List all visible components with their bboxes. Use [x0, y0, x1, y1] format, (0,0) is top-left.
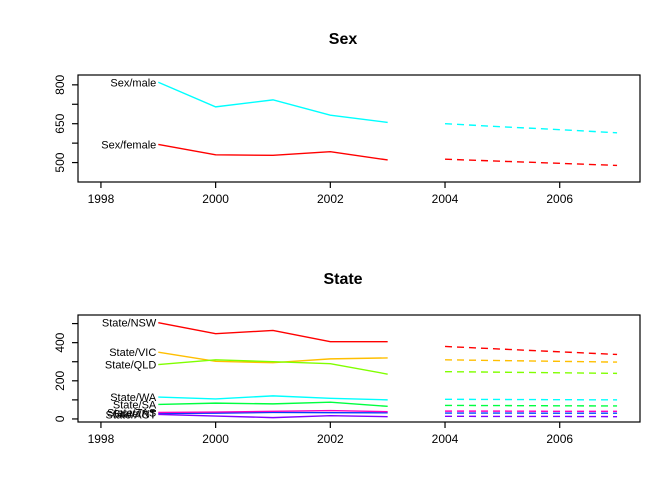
series-label-State/VIC: State/VIC: [109, 347, 156, 359]
series-line-State/ACT: [158, 413, 388, 419]
series-label-State/WA: State/WA: [110, 392, 157, 404]
chart-title-sex: Sex: [328, 31, 358, 48]
panel-sex: Sex 1998 2000 2002 2004 2006 500 650 800 Sex/mal…: [53, 31, 641, 206]
forecast-line-Sex/female: [444, 158, 618, 167]
series-line-State/NT: [158, 411, 388, 415]
y-tick-label: 0: [53, 415, 67, 422]
x-tick-label: 1998: [88, 192, 115, 206]
series-label-State/TAS: State/TAS: [107, 407, 156, 419]
series-label-State/ACT: State/ACT: [106, 409, 157, 421]
y-tick-label: 500: [53, 152, 67, 172]
x-tick-label: 2000: [202, 192, 229, 206]
y-tick-label: 200: [53, 370, 67, 390]
forecast-line-State/WA: [445, 398, 618, 401]
series-label-Sex/female: Sex/female: [101, 139, 156, 151]
forecast-line-State/NSW: [444, 345, 618, 356]
y-tick-label: 400: [53, 332, 67, 352]
x-tick-label: 2002: [317, 432, 344, 446]
y-tick-label: 800: [53, 75, 67, 95]
x-tick-label: 2006: [546, 432, 573, 446]
x-tick-label: 2000: [202, 432, 229, 446]
y-tick-label: 650: [53, 113, 67, 133]
series-line-State/QLD: [158, 359, 388, 375]
series-label-State/NSW: State/NSW: [102, 318, 157, 330]
forecast-line-State/VIC: [445, 359, 618, 363]
series-line-State/WA: [158, 395, 388, 401]
series-line-State/TAS: [158, 409, 388, 414]
series-label-State/NT: State/NT: [113, 408, 157, 420]
plot-box: [77, 314, 641, 423]
forecast-line-Sex/male: [444, 123, 618, 134]
state-line-chart: 1998 2000 2002 2004 2006 0 200 400 State/NSW Stat…: [53, 314, 641, 446]
series-label-State/QLD: State/QLD: [105, 360, 156, 372]
series-label-State/SA: State/SA: [113, 399, 157, 411]
forecast-line-State/QLD: [445, 370, 618, 375]
plot-box: [77, 74, 641, 183]
panel-state: State 1998 2000 2002 2004 2006 0 200 400 State/N…: [0, 240, 672, 480]
x-tick-label: 2002: [317, 192, 344, 206]
series-line-Sex/male: [158, 81, 388, 124]
series-line-Sex/female: [158, 143, 388, 161]
series-line-State/SA: [158, 401, 388, 408]
x-tick-label: 2004: [432, 432, 459, 446]
series-line-State/VIC: [158, 351, 388, 364]
x-tick-label: 2004: [432, 192, 459, 206]
x-tick-label: 2006: [546, 192, 573, 206]
chart-title-state: State: [323, 271, 363, 288]
forecast-line-State/SA: [445, 404, 618, 407]
sex-line-chart: 1998 2000 2002 2004 2006 500 650 800 Sex/male Sex…: [53, 74, 641, 206]
x-tick-label: 1998: [88, 432, 115, 446]
series-line-State/NSW: [158, 321, 388, 343]
series-label-Sex/male: Sex/male: [110, 77, 156, 89]
